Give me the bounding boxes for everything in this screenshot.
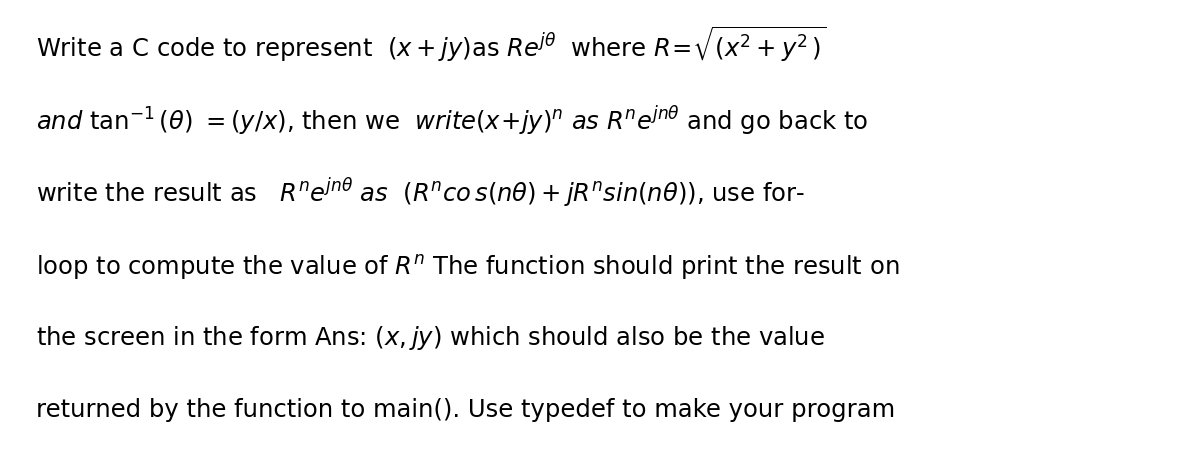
Text: returned by the function to main(). Use typedef to make your program: returned by the function to main(). Use … <box>36 398 895 422</box>
Text: write the result as   $R^ne^{jn\theta}$ $as$  $(R^nco\,s(n\theta) + jR^n sin(n\t: write the result as $R^ne^{jn\theta}$ $a… <box>36 176 805 210</box>
Text: $\mathit{and}$ $\tan^{-1}(\theta)$ $=(y/x)$, then we  $write(x\!+\!jy)^n$ $as$ $: $\mathit{and}$ $\tan^{-1}(\theta)$ $=(y/… <box>36 104 869 138</box>
Text: the screen in the form Ans: $( x, jy)$ which should also be the value: the screen in the form Ans: $( x, jy)$ w… <box>36 324 826 352</box>
Text: loop to compute the value of $R^n$ The function should print the result on: loop to compute the value of $R^n$ The f… <box>36 253 899 282</box>
Text: Write a C code to represent  $(x + jy)$as $Re^{j\theta}$  where $R\!=\!\sqrt{(x^: Write a C code to represent $(x + jy)$as… <box>36 25 827 65</box>
